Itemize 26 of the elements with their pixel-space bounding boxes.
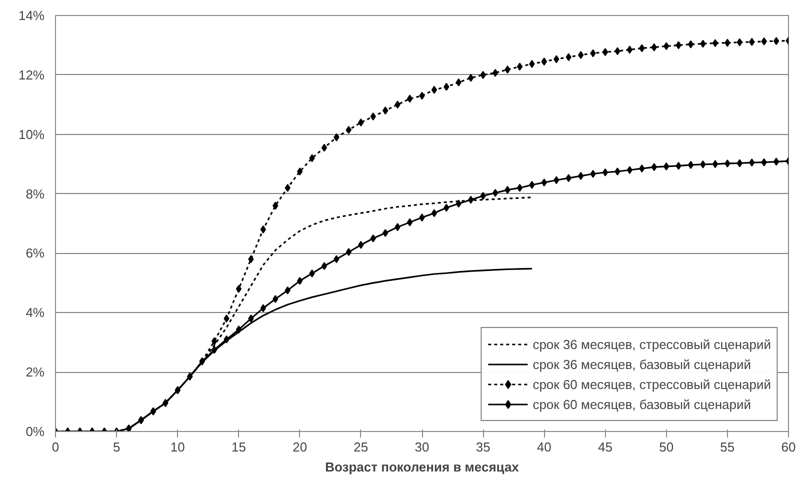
x-tick-label: 25 xyxy=(354,440,368,454)
x-tick-label: 35 xyxy=(476,440,490,454)
legend-label: срок 36 месяцев, базовый сценарий xyxy=(532,356,751,373)
x-tick-label: 40 xyxy=(536,440,552,454)
x-tick-label: 20 xyxy=(292,440,308,454)
x-tick-label: 30 xyxy=(414,440,430,454)
x-axis-title: Возраст поколения в месяцах xyxy=(325,460,520,474)
legend-label: срок 60 месяцев, стрессовый сценарий xyxy=(532,376,771,393)
legend-label: срок 60 месяцев, базовый сценарий xyxy=(532,396,751,413)
x-tick-label: 5 xyxy=(112,440,120,454)
y-tick-label: 2% xyxy=(26,364,45,380)
x-tick-label: 10 xyxy=(170,440,185,454)
x-tick-label: 60 xyxy=(781,440,796,454)
y-tick-label: 0% xyxy=(26,424,45,439)
legend-label: срок 36 месяцев, стрессовый сценарий xyxy=(532,336,771,353)
y-tick-label: 8% xyxy=(26,186,45,202)
y-tick-label: 4% xyxy=(26,305,45,320)
y-tick-label: 14% xyxy=(18,8,45,23)
y-tick-label: 12% xyxy=(18,67,45,82)
x-tick-label: 45 xyxy=(598,440,612,454)
x-tick-label: 50 xyxy=(659,440,674,454)
y-tick-label: 6% xyxy=(26,246,45,261)
x-tick-label: 0 xyxy=(52,440,60,454)
y-tick-label: 10% xyxy=(18,126,45,142)
x-tick-label: 15 xyxy=(232,440,246,454)
x-tick-label: 55 xyxy=(720,440,735,454)
